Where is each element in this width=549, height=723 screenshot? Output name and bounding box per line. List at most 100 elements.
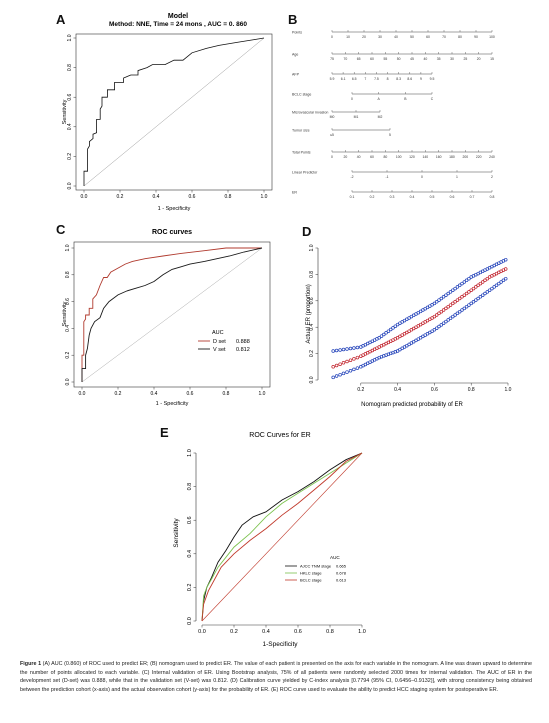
nomogram-tick-label: 30 [450,57,454,61]
calibration-point-upper [467,276,471,281]
nomogram-tick-label: 50 [410,35,414,39]
nomogram-tick-label: 70 [442,35,446,39]
calibration-point-lower [341,371,346,376]
chart-e-legend-name-bclc: BCLC stage [300,578,322,583]
panel-label-a: A [56,12,66,27]
calibration-point-upper [393,324,398,328]
calibration-point-lower [345,370,349,374]
y-tick-label: 0.6 [65,298,71,305]
calibration-point-lower [338,372,342,377]
calibration-point-lower [348,369,353,373]
panel-label-d: D [302,224,312,239]
nomogram-tick-label: 35 [437,57,441,61]
nomogram-tick-label: M0 [330,115,335,119]
caption-text: (A) AUC (0.860) of ROC used to predict E… [20,661,532,693]
calibration-point-estimate [483,278,487,283]
nomogram-tick-label: 6.1 [341,77,346,81]
chart-e-ylabel: Sensitivity [173,518,180,548]
chart-c-legend-name-d: D set [213,339,226,345]
nomogram-tick-label: 0.8 [490,195,495,199]
calibration-point-estimate [460,295,464,299]
chart-e-legend-value-hklc: 0.678 [336,571,347,576]
chart-c-series-d-set [81,247,262,382]
x-tick-label: 0.8 [468,387,475,393]
y-tick-label: 0.6 [187,516,193,524]
calibration-point-lower [355,366,360,370]
nomogram-tick-label: 0 [351,97,353,101]
y-tick-label: 0.8 [187,483,193,491]
calibration-point-estimate [462,293,467,297]
calibration-point-upper [379,334,384,338]
x-tick-label: 1.0 [358,629,366,635]
nomogram-tick-label: 5 [389,133,391,137]
chart-c-legend-value-d: 0.888 [236,339,250,345]
y-tick-label: 0.6 [67,94,73,101]
chart-a-reference-line [83,37,265,187]
nomogram-tick-label: 9.5 [430,77,435,81]
calibration-point-estimate [348,358,353,362]
x-tick-label: 0.4 [394,387,401,393]
calibration-point-estimate [503,267,508,271]
calibration-point-upper [388,327,393,332]
calibration-point-estimate [441,308,446,312]
calibration-point-estimate [451,301,455,306]
calibration-point-lower [487,288,492,292]
calibration-point-lower [499,280,503,284]
nomogram-tick-label: 200 [462,155,468,159]
calibration-point-upper [377,336,381,340]
y-tick-label: 0.8 [67,64,73,71]
nomogram-tick-label: 9 [420,77,422,81]
chart-e-legend-name-ajcc: AJCC TNM stage [300,564,332,569]
x-tick-label: 0.2 [115,391,122,397]
nomogram-tick-label: 7 [364,77,366,81]
calibration-point-lower [476,296,480,301]
calibration-point-lower [441,321,446,325]
chart-e-legend-value-bclc: 0.613 [336,578,347,583]
y-tick-label: 0.8 [309,271,315,278]
calibration-point-estimate [434,313,439,317]
nomogram-tick-label: 0.6 [450,195,455,199]
x-tick-label: 0.4 [262,629,270,635]
nomogram-tick-label: 80 [458,35,462,39]
y-tick-label: 0.0 [65,378,71,385]
nomogram-tick-label: 0.2 [370,195,375,199]
calibration-point-estimate [341,361,346,365]
chart-a-roc-model: Model Method: NNE, Time = 24 mons , AUC … [62,13,273,212]
calibration-point-estimate [457,296,462,301]
calibration-point-upper [439,296,444,301]
calibration-point-lower [331,375,335,380]
nomogram-tick-label: 30 [378,35,382,39]
calibration-point-upper [341,347,346,352]
calibration-point-upper [441,295,446,299]
chart-e-series-hklc [201,452,363,622]
nomogram-tick-label: M1 [354,115,359,119]
nomogram-tick-label: 40 [357,155,361,159]
chart-e-series-bclc [201,452,363,622]
chart-d-xlabel: Nomogram predicted probability of ER [361,402,463,408]
calibration-point-estimate [334,363,339,368]
calibration-point-lower [492,285,496,289]
nomogram-tick-label: 120 [409,155,415,159]
x-tick-label: 0.8 [223,391,230,397]
nomogram-tick-label: 75 [330,57,334,61]
calibration-point-upper [391,326,395,330]
x-tick-label: 0.2 [357,387,364,393]
nomogram-tick-label: 40 [394,35,398,39]
nomogram-tick-label: 8.6 [407,77,412,81]
nomogram-tick-label: 25 [463,57,467,61]
nomogram-tick-label: 100 [489,35,495,39]
calibration-point-upper [464,278,469,283]
calibration-point-estimate [471,286,476,291]
y-tick-label: 0.4 [187,550,193,558]
nomogram-tick-label: 90 [474,35,478,39]
nomogram-tick-label: 140 [422,155,428,159]
nomogram-tick-label: 60 [426,35,430,39]
calibration-point-estimate [485,276,490,281]
nomogram-row-label: Total Points [292,151,311,155]
y-tick-label: 0.4 [65,325,71,332]
calibration-point-estimate [331,365,335,369]
calibration-point-lower [490,286,494,291]
nomogram-tick-label: 10 [346,35,350,39]
calibration-point-upper [384,331,388,335]
